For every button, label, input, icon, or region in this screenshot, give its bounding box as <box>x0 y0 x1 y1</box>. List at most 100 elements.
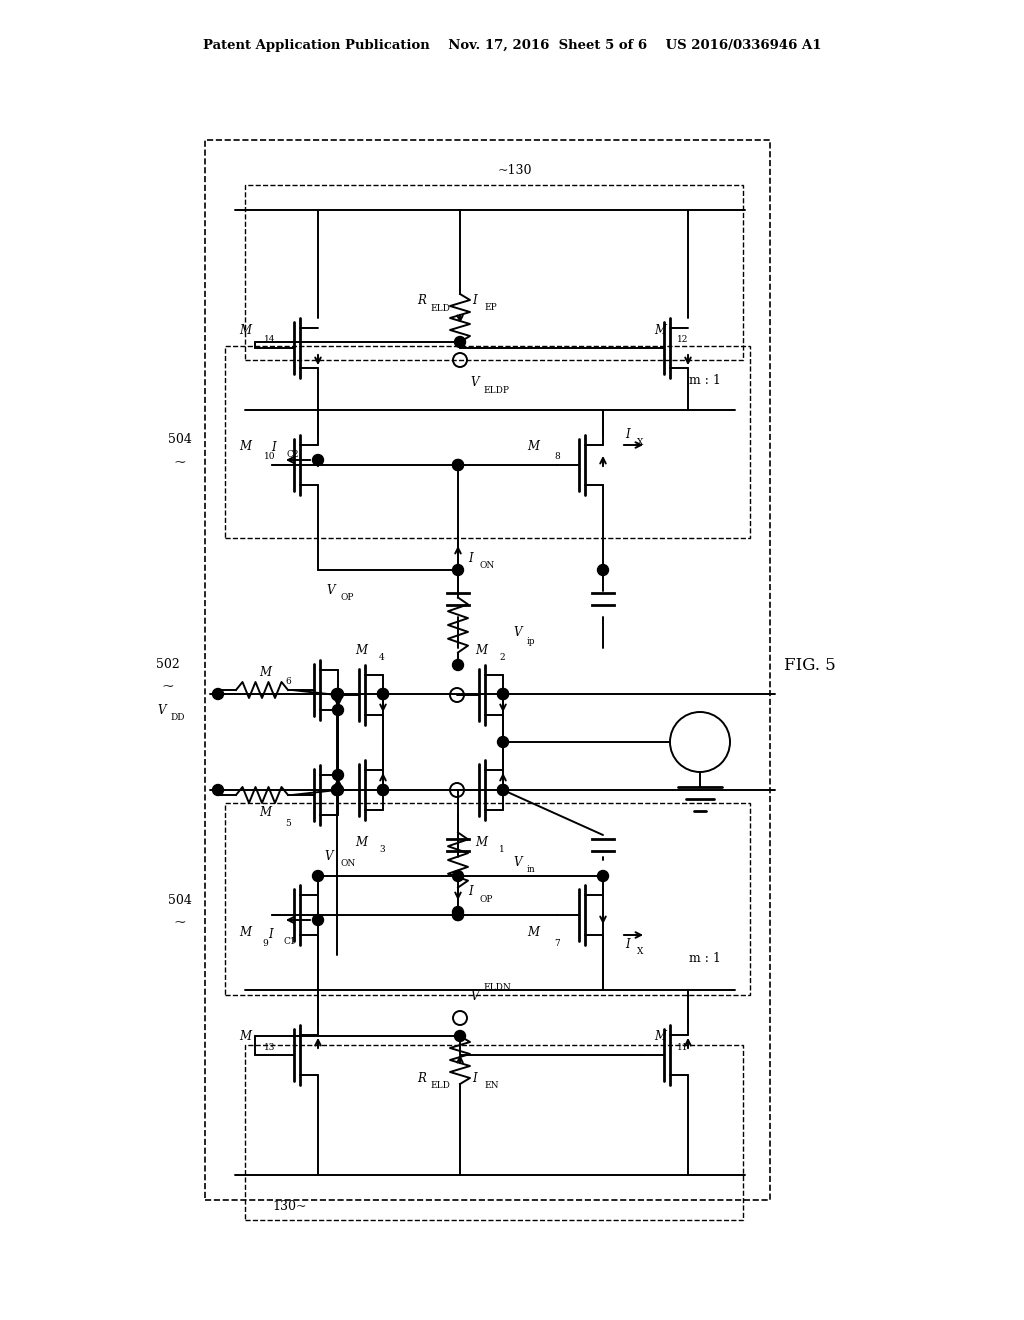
Circle shape <box>213 784 223 796</box>
Text: 5: 5 <box>285 818 291 828</box>
Text: 2: 2 <box>499 653 505 663</box>
Circle shape <box>453 909 464 920</box>
Text: M: M <box>654 1031 666 1044</box>
Bar <box>245 185 743 360</box>
Text: V: V <box>470 990 478 1002</box>
Text: in: in <box>527 866 536 874</box>
Text: I: I <box>270 441 275 454</box>
Bar <box>205 140 770 1200</box>
Text: C2: C2 <box>287 450 299 459</box>
Text: m : 1: m : 1 <box>689 952 721 965</box>
Circle shape <box>213 689 223 700</box>
Text: 1: 1 <box>499 846 505 854</box>
Circle shape <box>597 565 608 576</box>
Bar <box>225 346 750 539</box>
Text: I: I <box>468 552 473 565</box>
Circle shape <box>312 870 324 882</box>
Text: 130~: 130~ <box>272 1200 307 1213</box>
Text: V: V <box>326 583 335 597</box>
Text: M: M <box>527 927 539 940</box>
Circle shape <box>378 784 388 796</box>
Text: I: I <box>472 1072 476 1085</box>
Circle shape <box>453 870 464 882</box>
Text: Patent Application Publication    Nov. 17, 2016  Sheet 5 of 6    US 2016/0336946: Patent Application Publication Nov. 17, … <box>203 38 821 51</box>
Circle shape <box>332 784 342 796</box>
Text: V: V <box>513 855 521 869</box>
Text: C1: C1 <box>284 937 296 946</box>
Text: M: M <box>259 665 271 678</box>
Text: ~130: ~130 <box>498 164 532 177</box>
Text: M: M <box>355 836 367 849</box>
Text: M: M <box>475 644 487 656</box>
Text: I: I <box>625 429 630 441</box>
Text: OP: OP <box>480 895 494 903</box>
Circle shape <box>332 689 342 701</box>
Text: 504: 504 <box>168 433 191 446</box>
Text: 6: 6 <box>285 677 291 686</box>
Text: 3: 3 <box>379 846 385 854</box>
Circle shape <box>453 660 464 671</box>
Circle shape <box>498 784 509 796</box>
Text: 4: 4 <box>379 653 385 663</box>
Text: DD: DD <box>171 713 185 722</box>
Text: M: M <box>527 441 539 454</box>
Text: M: M <box>355 644 367 656</box>
Text: M: M <box>239 441 251 454</box>
Text: R: R <box>418 293 426 306</box>
Text: V: V <box>324 850 333 862</box>
Text: I: I <box>625 939 630 952</box>
Circle shape <box>498 737 509 747</box>
Text: FIG. 5: FIG. 5 <box>784 656 836 673</box>
Text: ON: ON <box>480 561 496 570</box>
Circle shape <box>378 689 388 700</box>
Text: 7: 7 <box>554 939 560 948</box>
Text: 504: 504 <box>168 894 191 907</box>
Circle shape <box>378 784 388 796</box>
Text: EP: EP <box>484 302 497 312</box>
Circle shape <box>498 784 509 796</box>
Text: EN: EN <box>484 1081 499 1089</box>
Text: m : 1: m : 1 <box>689 374 721 387</box>
Circle shape <box>453 459 464 470</box>
Circle shape <box>455 337 466 347</box>
Text: ~: ~ <box>174 916 186 931</box>
Text: R: R <box>418 1072 426 1085</box>
Text: 8: 8 <box>554 453 560 462</box>
Circle shape <box>333 705 343 715</box>
Text: 9: 9 <box>262 939 268 948</box>
Text: 13: 13 <box>264 1043 275 1052</box>
Circle shape <box>312 915 324 925</box>
Circle shape <box>333 770 343 780</box>
Circle shape <box>453 907 464 917</box>
Circle shape <box>333 784 343 796</box>
Text: ELD: ELD <box>430 304 450 313</box>
Text: I: I <box>472 293 476 306</box>
Text: ip: ip <box>527 636 536 645</box>
Text: M: M <box>239 323 251 337</box>
Circle shape <box>453 459 464 470</box>
Text: M: M <box>239 927 251 940</box>
Text: I: I <box>468 884 473 898</box>
Text: V: V <box>158 704 166 717</box>
Circle shape <box>498 689 509 700</box>
Text: V: V <box>513 627 521 639</box>
Text: 10: 10 <box>264 453 275 462</box>
Circle shape <box>332 784 342 796</box>
Circle shape <box>332 689 342 700</box>
Text: ELDN: ELDN <box>483 983 511 993</box>
Circle shape <box>455 1031 466 1041</box>
Text: 12: 12 <box>677 335 689 345</box>
Text: M: M <box>654 323 666 337</box>
Text: OP: OP <box>340 594 353 602</box>
Text: ~: ~ <box>162 680 174 694</box>
Text: ELDP: ELDP <box>483 385 509 395</box>
Bar <box>245 1045 743 1220</box>
Text: M: M <box>475 836 487 849</box>
Circle shape <box>312 454 324 466</box>
Circle shape <box>453 909 464 920</box>
Text: V: V <box>470 375 478 388</box>
Circle shape <box>597 870 608 882</box>
Text: X: X <box>637 948 643 957</box>
Text: 502: 502 <box>156 659 180 672</box>
Text: 11: 11 <box>677 1043 689 1052</box>
